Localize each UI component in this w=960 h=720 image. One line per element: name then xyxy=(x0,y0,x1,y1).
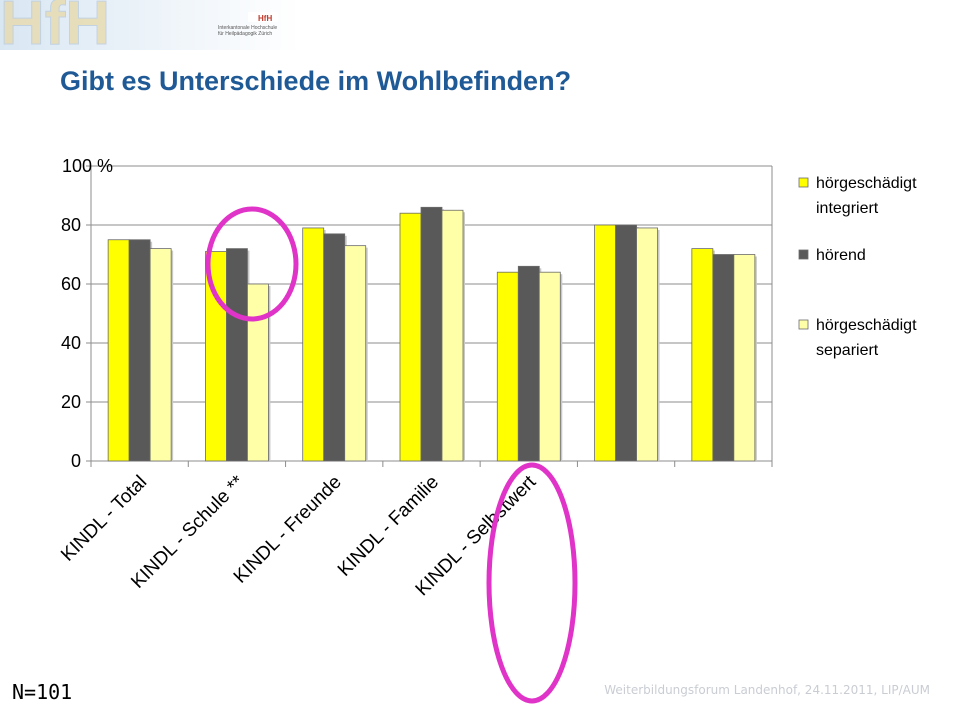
x-category-label: KINDL - Familie xyxy=(334,472,443,581)
bar xyxy=(538,271,561,462)
bars-layer xyxy=(107,206,757,462)
bar xyxy=(496,271,519,462)
bar xyxy=(344,245,367,462)
x-category-label: KINDL - Freunde xyxy=(230,472,346,588)
legend-swatch xyxy=(798,177,809,188)
page-title: Gibt es Unterschiede im Wohlbefinden? xyxy=(60,66,572,96)
bar xyxy=(691,248,714,462)
bar xyxy=(420,206,443,462)
y-tick-label: 80 xyxy=(61,215,81,235)
bar xyxy=(441,209,464,462)
logo-badge: HfH xyxy=(258,14,272,23)
logo-subtitle-1: Interkantonale Hochschule xyxy=(218,25,277,31)
legend-label: hörgeschädigt xyxy=(816,317,917,334)
bar xyxy=(517,265,540,462)
bar xyxy=(226,248,248,462)
logo-watermark: HfH xyxy=(0,0,110,50)
y-tick-label: 40 xyxy=(61,333,81,353)
legend-label: hörgeschädigt xyxy=(816,175,917,192)
y-tick-label: 0 xyxy=(71,451,81,471)
highlight-ellipse-selbstwert xyxy=(486,462,578,704)
bar xyxy=(247,283,269,462)
logo-subtitle-2: für Heilpädagogik Zürich xyxy=(218,31,272,37)
highlight-layer xyxy=(205,206,578,704)
highlight-circle-schule xyxy=(205,206,299,322)
legend-label: separiert xyxy=(816,342,879,359)
bar xyxy=(302,227,325,462)
legend-label: hörend xyxy=(816,247,866,264)
legend: hörgeschädigt integriert hörend hörgeschädi… xyxy=(798,175,917,359)
footer-event-text: Weiterbildungsforum Landenhof, 24.11.201… xyxy=(604,683,930,697)
sample-size-label: N=101 xyxy=(12,680,73,704)
x-category-label: KINDL - Total xyxy=(57,472,151,566)
bar xyxy=(399,212,422,462)
legend-swatch xyxy=(798,319,809,330)
hfh-logo: HfH HfH Interkantonale Hochschule für He… xyxy=(0,0,300,59)
y-tick-label: 60 xyxy=(61,274,81,294)
bar xyxy=(712,254,735,462)
bar xyxy=(128,239,151,462)
bar xyxy=(733,254,756,462)
bar xyxy=(323,233,346,462)
y-tick-label: 20 xyxy=(61,392,81,412)
bar xyxy=(636,227,658,462)
legend-swatch xyxy=(798,249,809,260)
bar xyxy=(107,239,130,462)
y-tick-label: 100 % xyxy=(62,156,113,176)
legend-label: integriert xyxy=(816,200,879,217)
bar xyxy=(149,248,172,462)
bar xyxy=(615,224,637,462)
bar xyxy=(594,224,616,462)
